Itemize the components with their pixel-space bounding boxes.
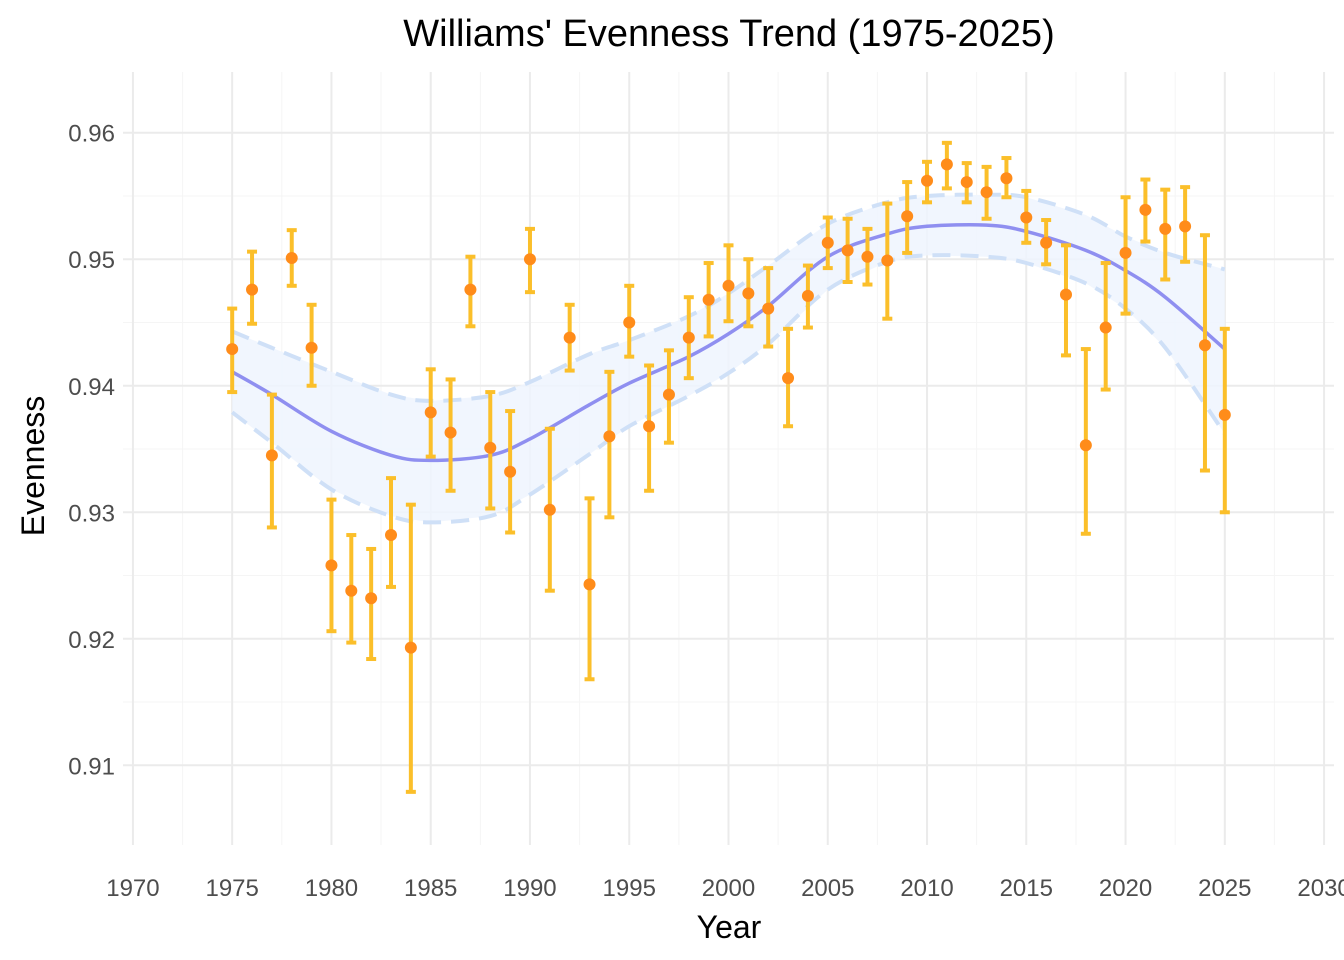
- data-point: [1218, 408, 1231, 421]
- y-axis-ticks: 0.91 0.92 0.93 0.94 0.95 0.96: [68, 121, 115, 781]
- data-point: [365, 592, 378, 605]
- y-tick-label: 0.93: [68, 500, 115, 527]
- data-point: [484, 441, 497, 454]
- confidence-band-fill: [232, 194, 1225, 523]
- data-point: [1179, 220, 1192, 233]
- data-point: [424, 406, 437, 419]
- data-point: [1159, 222, 1172, 235]
- data-point: [801, 289, 814, 302]
- data-point: [325, 559, 338, 572]
- data-point: [901, 210, 914, 223]
- data-point: [1079, 439, 1092, 452]
- data-point: [881, 254, 894, 267]
- data-point: [940, 158, 953, 171]
- data-point: [444, 426, 457, 439]
- data-point: [722, 279, 735, 292]
- data-point: [742, 287, 755, 300]
- x-tick-label: 1975: [205, 875, 258, 902]
- chart-title: Williams' Evenness Trend (1975-2025): [403, 13, 1054, 55]
- x-tick-label: 2000: [702, 875, 755, 902]
- data-point: [1099, 321, 1112, 334]
- data-point: [345, 584, 358, 597]
- confidence-band: [230, 192, 1227, 525]
- data-point: [662, 388, 675, 401]
- x-tick-label: 1985: [404, 875, 457, 902]
- data-point: [226, 343, 239, 356]
- data-point: [464, 283, 477, 296]
- data-point: [603, 430, 616, 443]
- x-tick-label: 2005: [801, 875, 854, 902]
- x-tick-label: 2015: [1000, 875, 1053, 902]
- data-point: [960, 176, 973, 189]
- data-point: [861, 250, 874, 263]
- x-tick-label: 1995: [603, 875, 656, 902]
- upper-bound-line: [231, 192, 1226, 403]
- data-point: [265, 449, 278, 462]
- data-point: [762, 302, 775, 315]
- y-tick-label: 0.96: [68, 121, 115, 148]
- data-point: [682, 331, 695, 344]
- data-point: [1040, 236, 1053, 249]
- data-point: [305, 341, 318, 354]
- y-tick-label: 0.92: [68, 627, 115, 654]
- data-point: [285, 251, 298, 264]
- data-point: [404, 641, 417, 654]
- data-point: [841, 244, 854, 257]
- y-tick-label: 0.94: [68, 374, 115, 401]
- data-point: [1059, 288, 1072, 301]
- data-point: [1119, 246, 1132, 259]
- data-point: [1139, 203, 1152, 216]
- data-point: [782, 372, 795, 385]
- lower-bound-line: [230, 253, 1227, 525]
- x-tick-label: 2025: [1198, 875, 1251, 902]
- data-point: [504, 465, 517, 478]
- data-point: [921, 174, 934, 187]
- x-tick-label: 1970: [106, 875, 159, 902]
- data-point: [543, 503, 556, 516]
- x-tick-label: 1990: [503, 875, 556, 902]
- data-point: [623, 316, 636, 329]
- data-point: [1020, 211, 1033, 224]
- x-tick-label: 1980: [305, 875, 358, 902]
- x-axis-ticks: 1970 1975 1980 1985 1990 1995 2000 2005 2010 2015…: [106, 875, 1344, 902]
- data-point: [821, 236, 834, 249]
- data-points: [226, 158, 1231, 654]
- data-point: [643, 420, 656, 433]
- data-point: [702, 293, 715, 306]
- data-point: [1198, 339, 1211, 352]
- y-tick-label: 0.95: [68, 247, 115, 274]
- data-point: [523, 253, 536, 266]
- data-point: [385, 529, 398, 542]
- data-point: [583, 578, 596, 591]
- x-tick-label: 2010: [900, 875, 953, 902]
- data-point: [1000, 172, 1013, 185]
- grid: [123, 72, 1334, 845]
- y-tick-label: 0.91: [68, 753, 115, 780]
- x-tick-label: 2020: [1099, 875, 1152, 902]
- y-axis-title: Evenness: [15, 396, 51, 537]
- x-axis-title: Year: [697, 909, 762, 945]
- data-point: [246, 283, 259, 296]
- data-point: [980, 186, 993, 199]
- data-point: [563, 331, 576, 344]
